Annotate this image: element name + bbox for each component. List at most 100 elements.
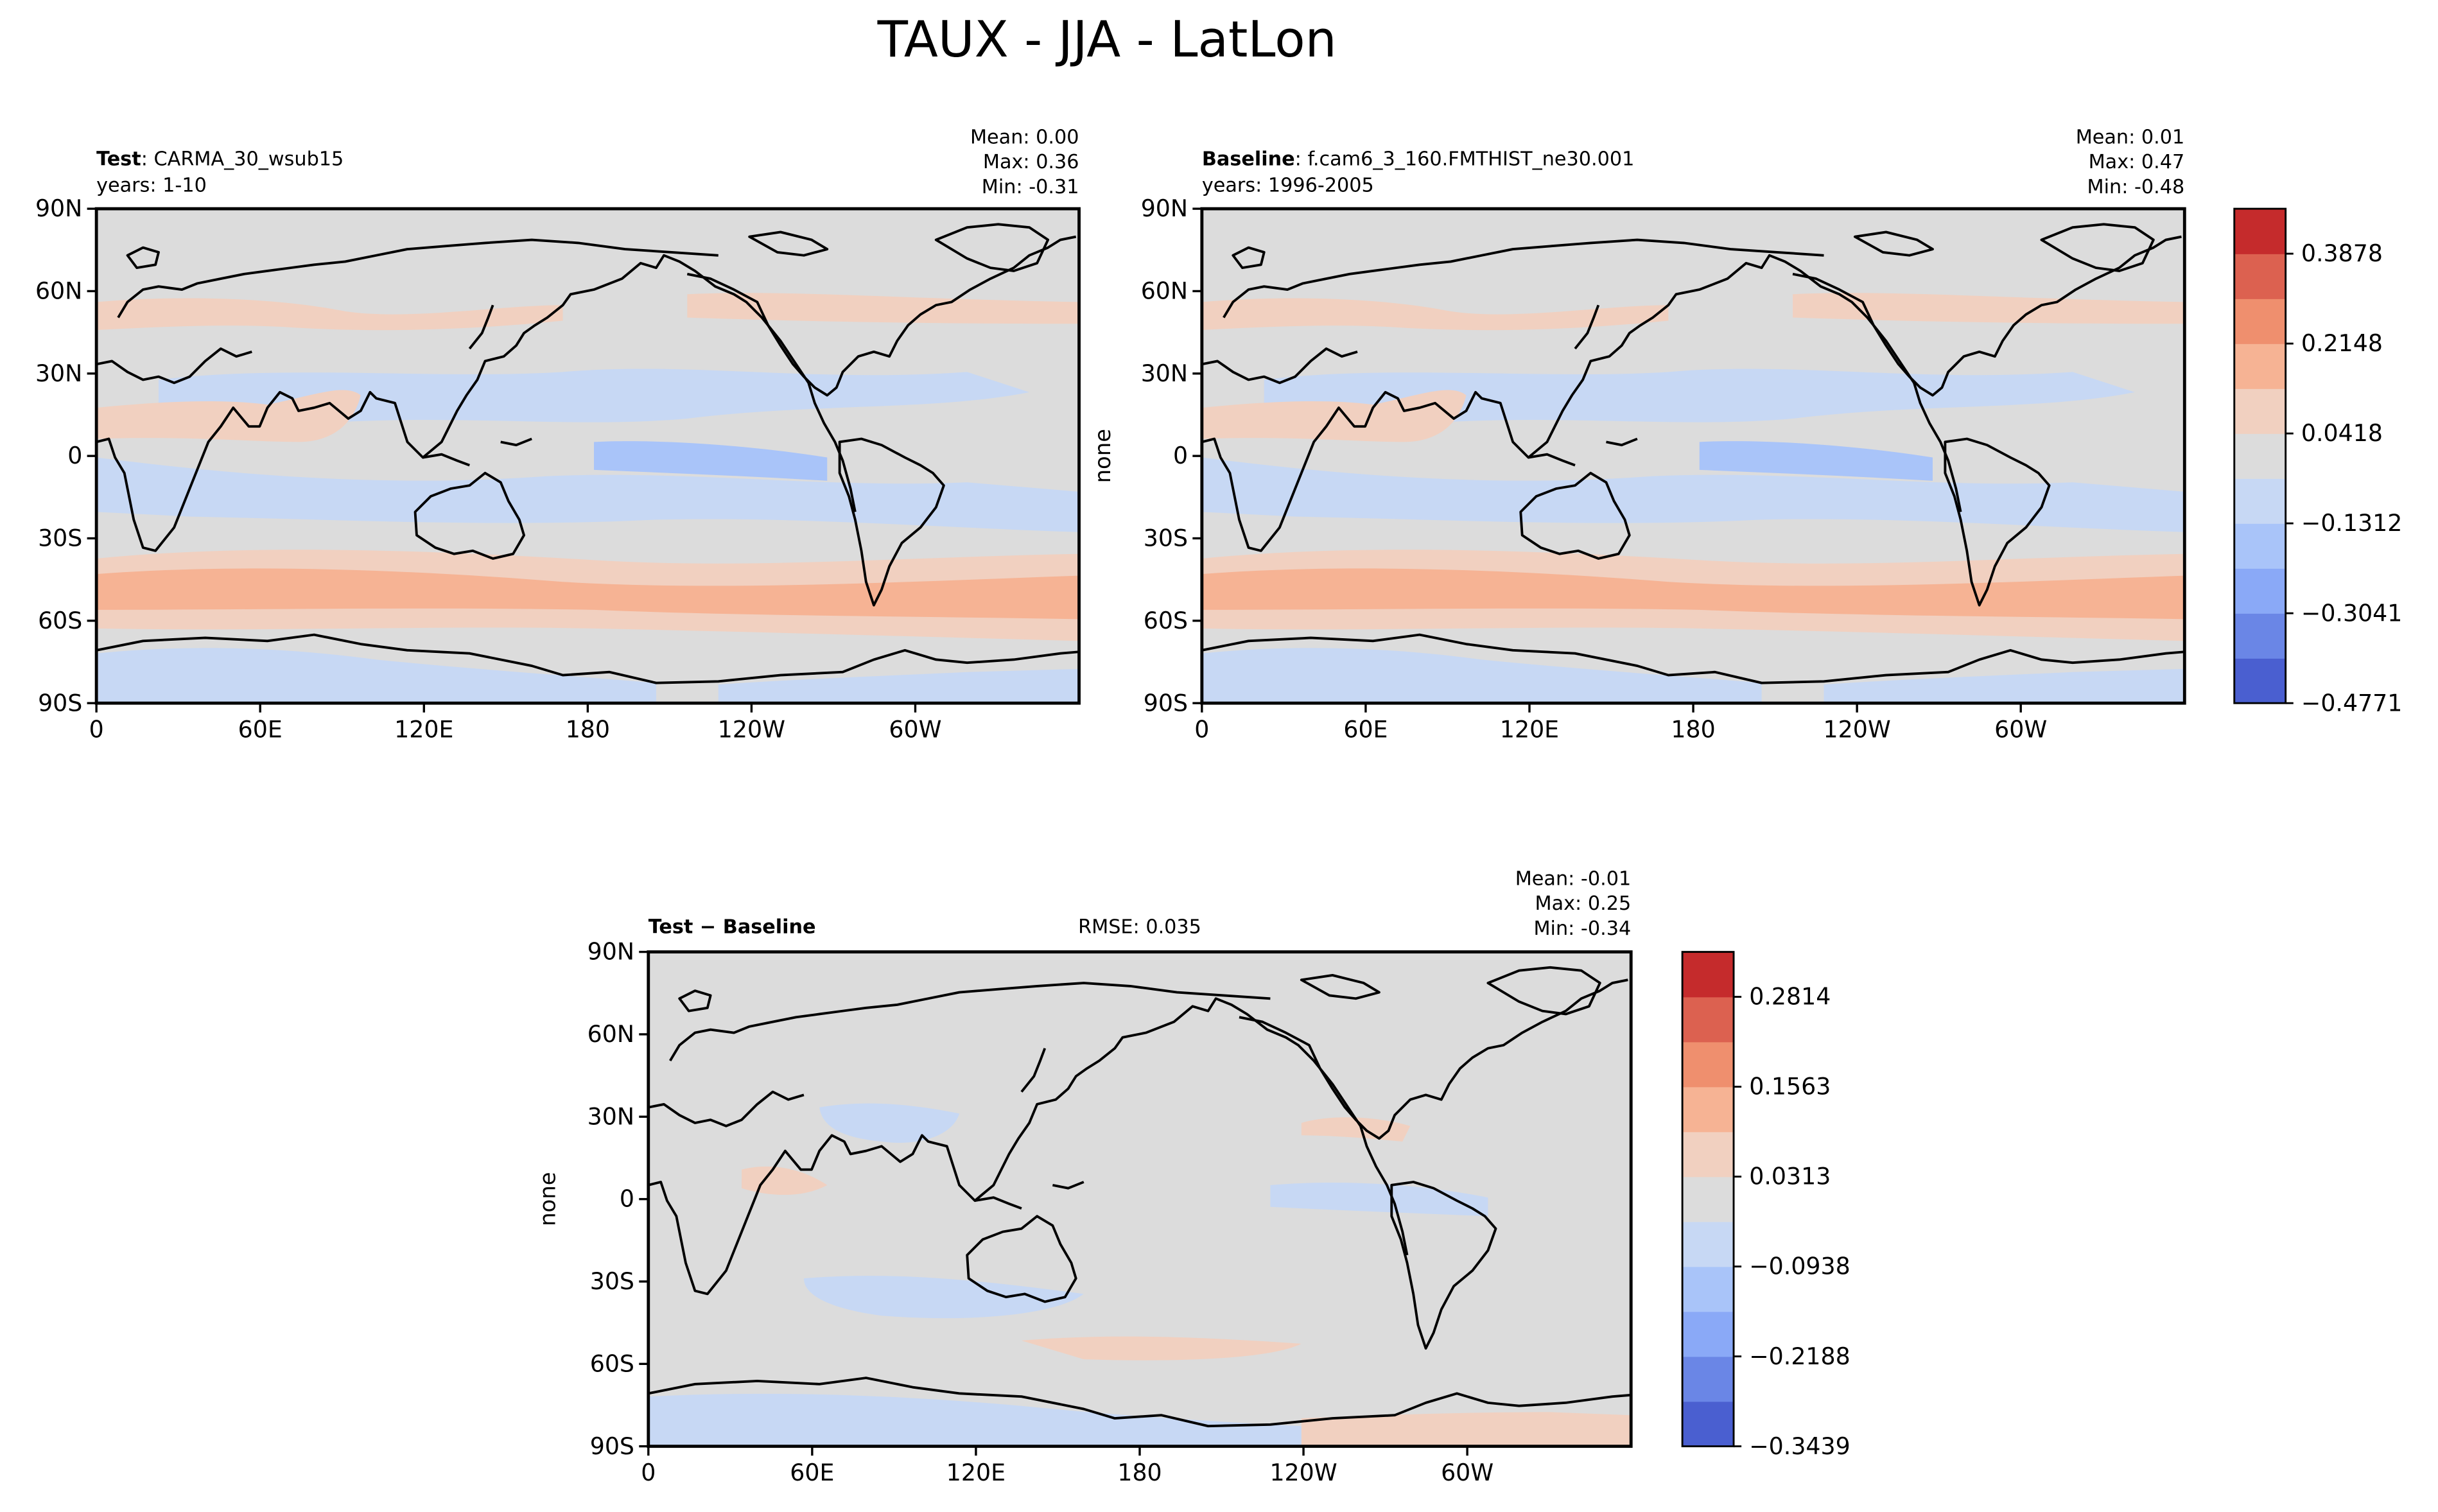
main-colorbar-segment xyxy=(2234,523,2286,569)
test-stat-mean: Mean: 0.00 xyxy=(970,126,1079,148)
test-header-bold: Test xyxy=(96,148,141,170)
diff-map xyxy=(648,952,1632,1447)
main-colorbar-tick-label: 0.3878 xyxy=(2301,239,2383,267)
diff-colorbar: −0.3439 −0.2188 −0.0938 0.0313 0.1563 0.2814 xyxy=(1681,951,1850,1460)
diff-lon-tick-label: 180 xyxy=(1117,1459,1162,1486)
main-colorbar-tick-label: 0.0418 xyxy=(2301,419,2383,447)
baseline-stat-max: Max: 0.47 xyxy=(2089,151,2185,173)
test-lon-tick-label: 60E xyxy=(238,715,283,743)
diff-colorbar-tick-label: 0.1563 xyxy=(1749,1073,1831,1100)
diff-colorbar-segment xyxy=(1682,996,1734,1043)
diff-lat-tick-label: 0 xyxy=(620,1185,634,1213)
main-colorbar-segment xyxy=(2234,568,2286,614)
test-stat-max: Max: 0.36 xyxy=(983,151,1079,173)
main-colorbar-tick-label: 0.2148 xyxy=(2301,329,2383,357)
diff-colorbar-frame xyxy=(1681,951,1735,1448)
test-lat-tick-label: 60N xyxy=(35,277,82,305)
baseline-lat-tick-label: 30S xyxy=(1144,525,1188,552)
diff-colorbar-segment xyxy=(1682,1266,1734,1312)
test-lat-tick-label: 30N xyxy=(35,360,82,387)
main-colorbar-segment xyxy=(2234,254,2286,299)
main-colorbar-segment xyxy=(2234,658,2286,704)
main-colorbar-tick-label: −0.4771 xyxy=(2301,689,2402,717)
test-header: Test: CARMA_30_wsub15 xyxy=(96,148,344,170)
baseline-lat-tick-label: 60S xyxy=(1144,607,1188,634)
baseline-lat-tick-label: 90S xyxy=(1144,689,1188,717)
baseline-header-case: : f.cam6_3_160.FMTHIST_ne30.001 xyxy=(1295,148,1635,170)
baseline-lon-tick-label: 60E xyxy=(1343,715,1388,743)
main-colorbar-segment xyxy=(2234,388,2286,434)
baseline-lon-tick-label: 180 xyxy=(1671,715,1715,743)
main-colorbar-segment xyxy=(2234,343,2286,389)
baseline-lat-axis: 90N 60N 30N 0 30S 60S 90S xyxy=(1141,195,1202,717)
diff-colorbar-segment xyxy=(1682,1176,1734,1222)
diff-lat-tick-label: 30N xyxy=(588,1102,634,1130)
diff-stat-mean: Mean: -0.01 xyxy=(1515,867,1632,890)
baseline-panel: Baseline: f.cam6_3_160.FMTHIST_ne30.001 … xyxy=(1090,126,2186,743)
diff-colorbar-tick-label: 0.2814 xyxy=(1749,983,1831,1011)
main-colorbar-segment xyxy=(2234,209,2286,254)
test-lat-tick-label: 90S xyxy=(38,689,82,717)
diff-lat-tick-label: 60N xyxy=(588,1020,634,1048)
test-stat-min: Min: -0.31 xyxy=(982,176,1079,198)
diff-colorbar-tick-label: −0.0938 xyxy=(1749,1253,1850,1280)
main-colorbar-tick-label: −0.3041 xyxy=(2301,599,2402,627)
baseline-map xyxy=(1201,209,2185,704)
figure-title: TAUX - JJA - LatLon xyxy=(877,11,1337,69)
baseline-header: Baseline: f.cam6_3_160.FMTHIST_ne30.001 xyxy=(1202,148,1634,170)
diff-lat-tick-label: 90S xyxy=(590,1432,634,1460)
baseline-stat-min: Min: -0.48 xyxy=(2087,176,2185,198)
diff-lon-axis: 0 60E 120E 180 120W 60W xyxy=(641,1446,1493,1486)
baseline-lat-tick-label: 90N xyxy=(1141,195,1188,222)
baseline-lat-tick-label: 0 xyxy=(1173,442,1188,469)
baseline-lon-axis: 0 60E 120E 180 120W 60W xyxy=(1194,703,2047,743)
diff-stat-max: Max: 0.25 xyxy=(1535,892,1632,915)
main-colorbar-segment xyxy=(2234,478,2286,524)
baseline-header-bold: Baseline xyxy=(1202,148,1295,170)
test-lat-tick-label: 0 xyxy=(67,442,82,469)
diff-colorbar-tick-label: −0.2188 xyxy=(1749,1343,1850,1370)
diff-colorbar-segment xyxy=(1682,1311,1734,1357)
diff-colorbar-segment xyxy=(1682,1131,1734,1177)
test-lon-tick-label: 60W xyxy=(889,715,941,743)
baseline-lat-tick-label: 60N xyxy=(1141,277,1188,305)
diff-stat-min: Min: -0.34 xyxy=(1533,917,1631,940)
test-lon-tick-label: 0 xyxy=(89,715,104,743)
baseline-stat-mean: Mean: 0.01 xyxy=(2076,126,2185,148)
test-map xyxy=(96,209,1079,704)
test-lat-tick-label: 90N xyxy=(35,195,82,222)
diff-panel: Test − Baseline RMSE: 0.035 Mean: -0.01 … xyxy=(535,867,1633,1486)
diff-colorbar-segment xyxy=(1682,952,1734,998)
diff-colorbar-tick-label: 0.0313 xyxy=(1749,1163,1831,1190)
baseline-years: years: 1996-2005 xyxy=(1202,174,1374,196)
diff-lat-tick-label: 60S xyxy=(590,1350,634,1377)
main-colorbar: −0.4771 −0.3041 −0.1312 0.0418 0.2148 0.3878 xyxy=(2233,207,2402,717)
test-header-case: : CARMA_30_wsub15 xyxy=(141,148,344,170)
baseline-lon-tick-label: 0 xyxy=(1194,715,1209,743)
test-years: years: 1-10 xyxy=(96,174,207,196)
test-panel: Test: CARMA_30_wsub15 years: 1-10 Mean: … xyxy=(35,126,1081,743)
test-lat-axis: 90N 60N 30N 0 30S 60S 90S xyxy=(35,195,97,717)
diff-colorbar-tick-label: −0.3439 xyxy=(1749,1432,1850,1460)
diff-lon-tick-label: 60W xyxy=(1441,1459,1493,1486)
diff-lon-tick-label: 120E xyxy=(946,1459,1006,1486)
baseline-lon-tick-label: 60W xyxy=(1994,715,2047,743)
main-colorbar-frame xyxy=(2233,207,2287,704)
diff-lat-tick-label: 30S xyxy=(590,1267,634,1295)
main-colorbar-segment xyxy=(2234,299,2286,344)
baseline-ylabel: none xyxy=(1090,429,1115,483)
test-lon-axis: 0 60E 120E 180 120W 60W xyxy=(89,703,942,743)
test-lat-tick-label: 60S xyxy=(38,607,82,634)
test-lon-tick-label: 120W xyxy=(718,715,785,743)
main-colorbar-segment xyxy=(2234,433,2286,479)
diff-colorbar-segment xyxy=(1682,1086,1734,1133)
diff-lon-tick-label: 0 xyxy=(641,1459,656,1486)
diff-colorbar-segment xyxy=(1682,1356,1734,1402)
diff-lon-tick-label: 60E xyxy=(790,1459,834,1486)
diff-lat-axis: 90N 60N 30N 0 30S 60S 90S xyxy=(588,938,649,1460)
baseline-lat-tick-label: 30N xyxy=(1141,360,1188,387)
diff-colorbar-segment xyxy=(1682,1401,1734,1447)
diff-rmse: RMSE: 0.035 xyxy=(1078,916,1201,939)
diff-lat-tick-label: 90N xyxy=(588,938,634,966)
